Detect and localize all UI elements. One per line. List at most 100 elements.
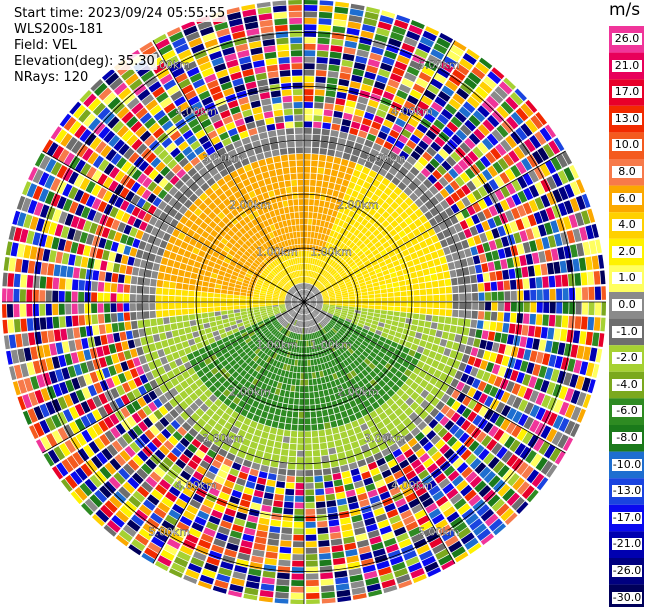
velocity-gate bbox=[129, 247, 138, 257]
velocity-gate bbox=[335, 1, 350, 8]
velocity-gate bbox=[246, 397, 255, 406]
velocity-gate bbox=[202, 438, 213, 448]
velocity-gate bbox=[418, 156, 429, 167]
velocity-gate bbox=[344, 247, 351, 254]
velocity-gate bbox=[396, 270, 404, 277]
velocity-gate bbox=[367, 312, 374, 317]
velocity-gate bbox=[380, 402, 390, 411]
velocity-gate bbox=[98, 126, 111, 140]
velocity-gate bbox=[312, 245, 316, 252]
velocity-gate bbox=[124, 275, 132, 284]
velocity-gate bbox=[55, 369, 64, 382]
velocity-gate bbox=[481, 137, 494, 150]
velocity-gate bbox=[284, 370, 290, 378]
velocity-gate bbox=[80, 162, 92, 176]
velocity-gate bbox=[356, 49, 369, 58]
velocity-gate bbox=[470, 366, 479, 377]
velocity-gate bbox=[221, 442, 231, 452]
velocity-gate bbox=[138, 160, 150, 172]
velocity-gate bbox=[272, 297, 279, 300]
velocity-gate bbox=[363, 570, 378, 580]
velocity-gate bbox=[489, 386, 499, 398]
velocity-gate bbox=[479, 232, 488, 243]
velocity-gate bbox=[174, 404, 184, 415]
velocity-gate bbox=[441, 331, 449, 340]
velocity-gate bbox=[131, 169, 143, 181]
velocity-gate bbox=[419, 308, 427, 314]
velocity-gate bbox=[305, 489, 315, 496]
velocity-gate bbox=[140, 148, 152, 160]
velocity-gate bbox=[304, 314, 306, 321]
velocity-gate bbox=[148, 216, 158, 226]
velocity-gate bbox=[285, 298, 292, 300]
velocity-gate bbox=[222, 389, 231, 398]
velocity-gate bbox=[136, 185, 147, 197]
velocity-gate bbox=[279, 306, 286, 309]
velocity-gate bbox=[355, 298, 362, 302]
velocity-gate bbox=[369, 217, 377, 225]
velocity-gate bbox=[247, 367, 255, 375]
velocity-gate bbox=[513, 358, 523, 371]
velocity-gate bbox=[218, 328, 226, 335]
velocity-gate bbox=[375, 137, 385, 146]
velocity-gate bbox=[466, 96, 480, 109]
velocity-gate bbox=[340, 213, 348, 221]
velocity-gate bbox=[204, 253, 212, 260]
velocity-gate bbox=[348, 87, 360, 96]
velocity-gate bbox=[385, 338, 393, 346]
velocity-gate bbox=[330, 130, 339, 138]
velocity-gate bbox=[305, 547, 318, 554]
velocity-gate bbox=[164, 273, 171, 281]
velocity-gate bbox=[235, 284, 242, 289]
velocity-gate bbox=[169, 252, 177, 260]
velocity-gate bbox=[7, 319, 15, 334]
velocity-gate bbox=[338, 317, 345, 322]
velocity-gate bbox=[299, 405, 304, 412]
velocity-gate bbox=[209, 403, 219, 413]
velocity-gate bbox=[575, 179, 586, 194]
velocity-gate bbox=[353, 229, 361, 237]
velocity-gate bbox=[325, 428, 333, 436]
velocity-gate bbox=[116, 125, 129, 138]
velocity-gate bbox=[311, 147, 320, 154]
velocity-gate bbox=[402, 161, 413, 171]
velocity-gate bbox=[271, 454, 280, 462]
velocity-gate bbox=[309, 392, 315, 399]
velocity-gate bbox=[505, 196, 516, 209]
velocity-gate bbox=[410, 20, 425, 30]
velocity-gate bbox=[248, 315, 255, 320]
velocity-gate bbox=[237, 552, 251, 561]
velocity-gate bbox=[495, 322, 503, 332]
velocity-gate bbox=[164, 514, 178, 526]
velocity-gate bbox=[334, 218, 340, 225]
velocity-gate bbox=[166, 538, 181, 550]
velocity-gate bbox=[523, 416, 535, 430]
velocity-gate bbox=[291, 302, 298, 304]
velocity-gate bbox=[306, 270, 309, 277]
velocity-gate bbox=[116, 303, 124, 312]
velocity-gate bbox=[375, 74, 388, 84]
velocity-gate bbox=[328, 519, 340, 527]
velocity-gate bbox=[378, 379, 386, 388]
velocity-gate bbox=[93, 122, 106, 136]
velocity-gate bbox=[327, 77, 338, 85]
velocity-gate bbox=[175, 282, 183, 290]
velocity-gate bbox=[182, 487, 194, 498]
velocity-gate bbox=[234, 435, 244, 444]
velocity-gate bbox=[378, 411, 388, 421]
velocity-gate bbox=[286, 315, 292, 321]
velocity-gate bbox=[119, 449, 131, 462]
velocity-gate bbox=[588, 302, 595, 316]
velocity-gate bbox=[305, 534, 317, 541]
velocity-gate bbox=[379, 318, 386, 324]
velocity-gate bbox=[510, 290, 517, 301]
velocity-gate bbox=[508, 268, 516, 279]
velocity-gate bbox=[364, 11, 379, 21]
velocity-gate bbox=[194, 297, 201, 302]
velocity-gate bbox=[214, 246, 223, 254]
velocity-gate bbox=[291, 299, 298, 301]
velocity-gate bbox=[150, 157, 162, 168]
velocity-gate bbox=[521, 325, 529, 336]
velocity-gate bbox=[416, 172, 427, 183]
velocity-gate bbox=[165, 170, 175, 181]
